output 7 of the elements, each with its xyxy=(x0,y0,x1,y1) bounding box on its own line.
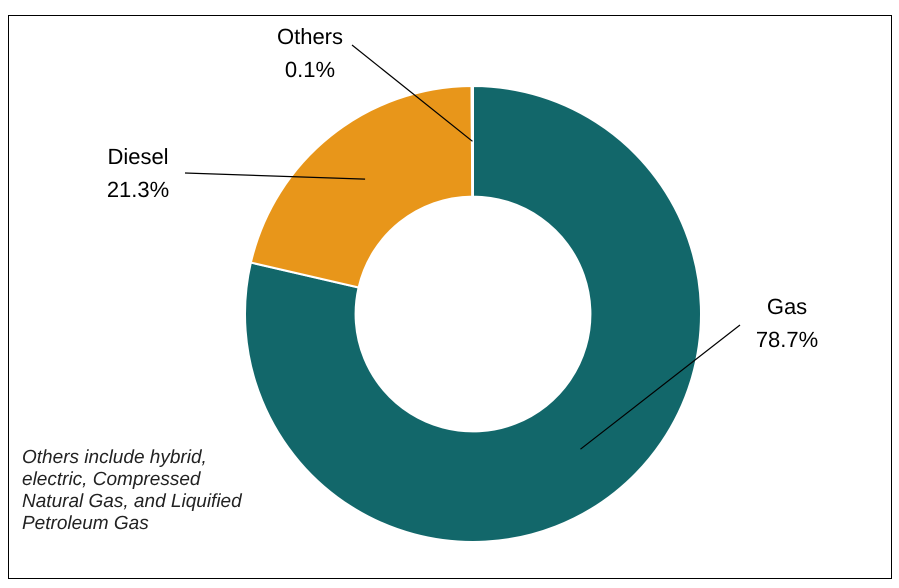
slice-label: Diesel xyxy=(107,144,169,170)
slice-label: Others xyxy=(276,24,344,50)
data-label: 0.1% xyxy=(284,57,336,82)
data-label: 78.7% xyxy=(756,327,818,352)
data-label: 21.3% xyxy=(106,177,170,202)
text: Others include hybrid, electric, Compressed Natural Gas, and Liquified Petroleum Gas xyxy=(22,447,244,535)
slice-label: Gas xyxy=(766,294,808,320)
